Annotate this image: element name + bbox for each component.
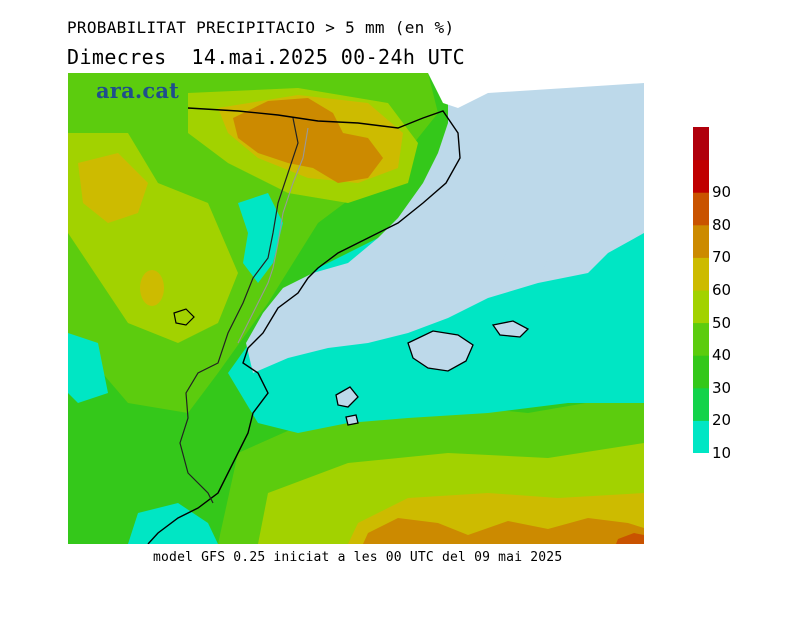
colorbar-segment	[693, 420, 709, 454]
colorbar-segment	[693, 355, 709, 389]
colorbar-segment	[693, 387, 709, 421]
band-60-70-west	[78, 153, 148, 223]
colorbar-tick-label: 60	[712, 281, 732, 299]
island-formentera	[345, 414, 359, 426]
colorbar-segment	[693, 224, 709, 258]
land-mask-france	[428, 73, 644, 108]
colorbar-tick-label: 10	[712, 444, 732, 462]
model-run-info: model GFS 0.25 iniciat a les 00 UTC del …	[153, 550, 563, 565]
colorbar-segment	[693, 127, 709, 161]
colorbar-tick-label: 20	[712, 411, 732, 430]
colorbar-tick-label: 90	[712, 183, 732, 202]
colorbar-tick-label: 80	[712, 215, 732, 234]
colorbar-segment	[693, 290, 709, 324]
band-10-20-inland-strip	[238, 193, 283, 283]
band-70-80-pyrenees	[233, 98, 383, 183]
colorbar-tick-label: 40	[712, 346, 732, 365]
map-subtitle-date: Dimecres 14.mai.2025 00-24h UTC	[67, 45, 466, 69]
island-mallorca	[407, 330, 474, 372]
map-title: PROBABILITAT PRECIPITACIO > 5 mm (en %)	[67, 18, 455, 37]
ara-cat-logo: ara.cat	[96, 78, 180, 103]
precipitation-map	[68, 73, 644, 544]
band-10-20-west	[68, 333, 108, 403]
political-border	[179, 117, 299, 504]
band-10-20-southwest	[128, 503, 218, 544]
sea-low-probability	[246, 73, 644, 373]
colorbar-tick-label: 70	[712, 248, 732, 267]
sea-low-probability-east	[498, 248, 548, 283]
colorbar-segment	[693, 159, 709, 193]
band-60-70-spot	[140, 270, 164, 306]
island-ibiza	[335, 386, 359, 408]
colorbar-segment	[693, 322, 709, 356]
colorbar-tick-label: 50	[712, 313, 732, 332]
regional-border	[237, 127, 309, 344]
band-70-80-south	[363, 518, 644, 544]
lake-outline	[173, 308, 195, 326]
colorbar	[693, 127, 709, 454]
island-menorca	[491, 320, 530, 338]
band-80-90-south	[616, 533, 644, 544]
colorbar-segment	[693, 192, 709, 226]
colorbar-tick-label: 30	[712, 378, 732, 397]
coastline	[147, 107, 461, 544]
colorbar-segment	[693, 257, 709, 291]
